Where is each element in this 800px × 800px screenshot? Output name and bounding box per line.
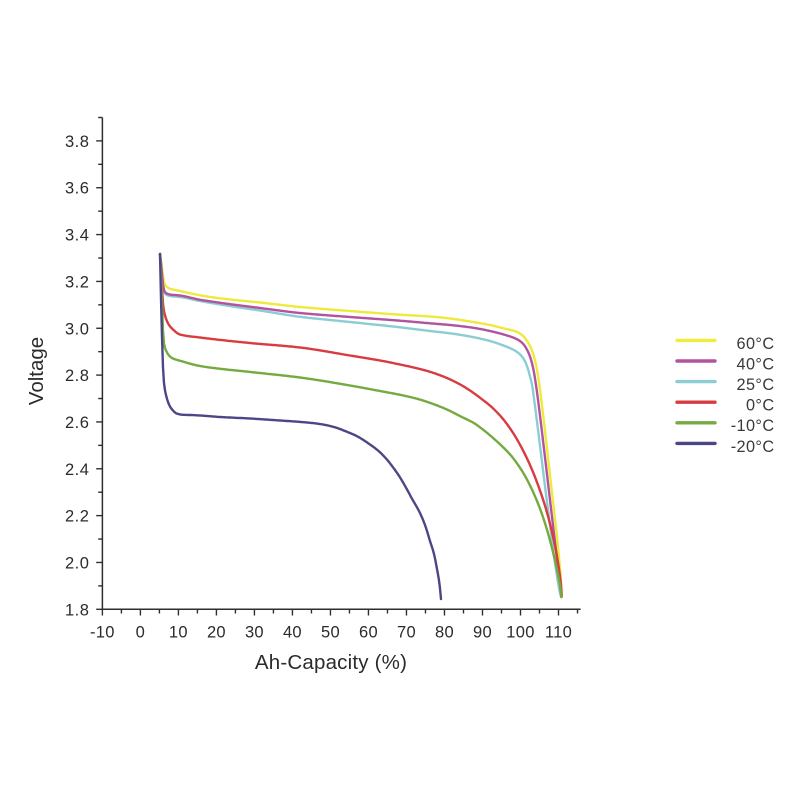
svg-text:110: 110 xyxy=(545,623,572,641)
svg-text:60°C: 60°C xyxy=(737,335,775,353)
svg-text:40: 40 xyxy=(283,623,302,641)
svg-text:Ah-Capacity (%): Ah-Capacity (%) xyxy=(255,651,407,674)
svg-text:90: 90 xyxy=(473,623,492,641)
svg-text:2.4: 2.4 xyxy=(65,461,89,479)
svg-text:3.2: 3.2 xyxy=(65,273,89,291)
svg-text:1.8: 1.8 xyxy=(65,601,89,619)
svg-text:60: 60 xyxy=(359,623,378,641)
svg-text:40°C: 40°C xyxy=(737,355,775,373)
svg-text:2.0: 2.0 xyxy=(65,554,89,572)
svg-text:2.8: 2.8 xyxy=(65,367,89,385)
svg-text:0°C: 0°C xyxy=(746,397,775,415)
svg-text:3.4: 3.4 xyxy=(65,227,89,245)
svg-text:20: 20 xyxy=(207,623,226,641)
svg-text:2.2: 2.2 xyxy=(65,508,89,526)
svg-text:Voltage: Voltage xyxy=(25,337,48,405)
svg-text:25°C: 25°C xyxy=(737,376,775,394)
svg-text:-10: -10 xyxy=(90,623,115,641)
svg-text:3.8: 3.8 xyxy=(65,133,89,151)
svg-text:70: 70 xyxy=(397,623,416,641)
svg-text:50: 50 xyxy=(321,623,340,641)
svg-text:80: 80 xyxy=(435,623,454,641)
svg-text:-10°C: -10°C xyxy=(731,417,775,435)
svg-text:-20°C: -20°C xyxy=(731,438,775,456)
svg-text:2.6: 2.6 xyxy=(65,414,89,432)
svg-text:30: 30 xyxy=(245,623,264,641)
svg-text:0: 0 xyxy=(136,623,145,641)
svg-text:10: 10 xyxy=(169,623,188,641)
svg-text:100: 100 xyxy=(506,623,534,641)
svg-text:3.6: 3.6 xyxy=(65,180,89,198)
svg-text:3.0: 3.0 xyxy=(65,320,89,338)
